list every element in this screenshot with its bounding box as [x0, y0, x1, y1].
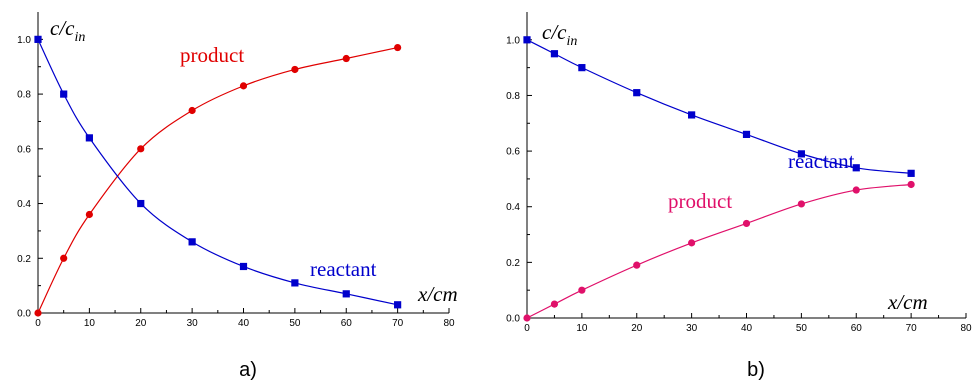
data-point-reactant [633, 89, 641, 97]
y-axis-label: c/cin [50, 16, 85, 45]
data-point-reactant [742, 130, 751, 138]
x-tick-label: 80 [443, 318, 455, 329]
panel-caption: a) [239, 359, 257, 381]
data-point-reactant [394, 301, 402, 309]
data-point-product [550, 300, 559, 308]
data-point-product [137, 145, 145, 153]
y-tick-label: 0.0 [17, 309, 31, 320]
x-tick-label: 30 [187, 318, 199, 329]
x-tick-label: 10 [84, 318, 96, 329]
data-point-reactant [797, 150, 805, 158]
data-point-product [394, 43, 402, 52]
panel-caption: b) [747, 359, 765, 381]
data-point-reactant [137, 199, 145, 208]
data-point-product [578, 286, 586, 294]
data-point-reactant [239, 262, 248, 271]
data-point-reactant [34, 35, 42, 43]
x-tick-label: 60 [341, 318, 353, 329]
chart-panel-a: 0.0 0.2 0.4 0.6 0.8 1.0 0 10 20 30 40 50 60 70 80 c/cin… [17, 12, 458, 381]
data-point-reactant [85, 134, 93, 142]
y-tick-label: 0.8 [17, 90, 31, 101]
y-tick-label: 0.6 [506, 147, 520, 158]
y-tick-label: 1.0 [17, 35, 31, 46]
series-label-product: product [180, 43, 244, 67]
x-tick-label: 50 [796, 323, 808, 334]
series-label-reactant: reactant [310, 257, 377, 281]
chart-panel-b: 0.0 0.2 0.4 0.6 0.8 1.0 0 10 20 30 40 50 60 70 80 c/cin… [506, 12, 972, 381]
data-point-product [633, 261, 641, 269]
x-tick-label: 20 [135, 318, 147, 329]
x-tick-label: 20 [631, 323, 643, 334]
y-axis-label-subscript: in [74, 30, 85, 45]
data-point-reactant [188, 238, 196, 246]
data-point-product [60, 254, 68, 262]
x-axis-label: x/cm [887, 290, 928, 314]
x-tick-label: 30 [686, 323, 698, 334]
x-tick-label: 80 [960, 323, 972, 334]
data-point-product [907, 180, 915, 189]
x-tick-label: 10 [576, 323, 588, 334]
y-tick-label: 0.4 [506, 202, 520, 213]
x-tick-label: 40 [741, 323, 753, 334]
y-tick-label: 1.0 [506, 35, 520, 46]
data-point-reactant [291, 279, 299, 287]
y-axis-label: c/cin [542, 20, 577, 49]
data-point-reactant [688, 111, 696, 119]
data-point-product [85, 210, 93, 219]
data-point-product [291, 65, 299, 74]
data-point-reactant [578, 64, 586, 72]
data-point-product [742, 219, 751, 228]
x-tick-label: 70 [906, 323, 918, 334]
series-label-product: product [668, 189, 732, 213]
y-axis-label-subscript: in [566, 34, 577, 49]
data-point-reactant [907, 169, 915, 177]
data-point-product [342, 54, 350, 63]
data-point-product [188, 106, 196, 115]
x-tick-label: 0 [35, 318, 41, 329]
data-point-reactant [550, 50, 559, 58]
y-tick-label: 0.2 [17, 254, 31, 265]
data-point-product [797, 200, 805, 208]
x-tick-label: 60 [851, 323, 863, 334]
data-point-product [523, 314, 531, 322]
data-point-reactant [342, 290, 350, 298]
data-point-product [34, 309, 42, 317]
data-point-reactant [852, 164, 860, 172]
x-tick-label: 50 [289, 318, 301, 329]
data-point-product [688, 239, 696, 247]
y-tick-label: 0.8 [506, 91, 520, 102]
series-label-reactant: reactant [788, 149, 855, 173]
x-tick-label: 0 [524, 323, 530, 334]
x-tick-label: 70 [392, 318, 404, 329]
y-tick-label: 0.4 [17, 199, 31, 210]
data-point-product [852, 186, 860, 194]
y-tick-label: 0.6 [17, 144, 31, 155]
x-axis-label: x/cm [417, 282, 458, 306]
x-tick-label: 40 [238, 318, 250, 329]
y-tick-label: 0.2 [506, 258, 520, 269]
data-point-product [239, 82, 248, 90]
y-tick-label: 0.0 [506, 314, 520, 325]
data-point-reactant [60, 90, 68, 98]
data-point-reactant [523, 36, 531, 44]
